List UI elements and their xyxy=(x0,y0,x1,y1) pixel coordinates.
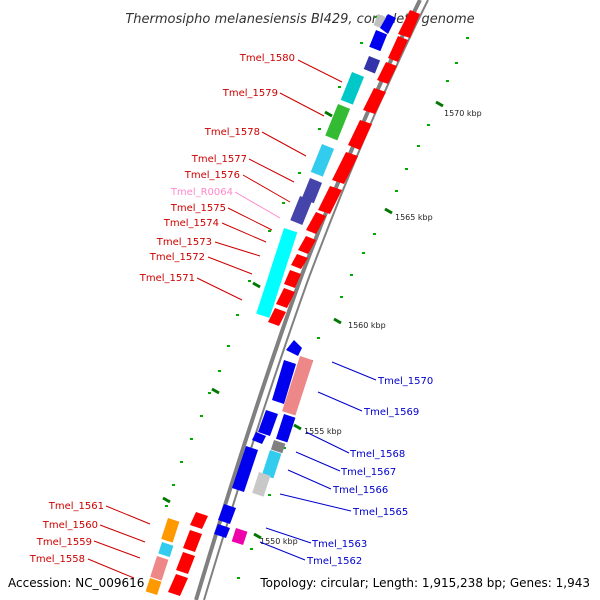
gene-label: Tmel_1578 xyxy=(204,127,260,138)
gene-label: Tmel_1577 xyxy=(191,154,247,165)
gene-label: Tmel_1572 xyxy=(149,252,205,263)
gene-label: Tmel_1559 xyxy=(36,537,92,548)
gene-arrow xyxy=(258,410,278,436)
genome-backbone xyxy=(194,0,429,600)
rna-gene-label: Tmel_R0064 xyxy=(170,187,233,198)
gene-label: Tmel_1568 xyxy=(349,449,405,460)
feature-track-forward xyxy=(145,13,390,596)
gene-arrow xyxy=(286,340,302,356)
gene-arrow xyxy=(318,186,342,214)
gene-label: Tmel_1574 xyxy=(163,218,219,229)
gene-arrow xyxy=(232,446,258,492)
feature-block xyxy=(231,528,248,546)
feature-block xyxy=(340,72,365,105)
gene-arrow xyxy=(398,10,420,38)
scale-label: 1555 kbp xyxy=(304,427,342,436)
gene-arrow xyxy=(252,432,266,444)
gene-label: Tmel_1570 xyxy=(377,376,433,387)
bottom-left-gene-labels: Tmel_1561 Tmel_1560 Tmel_1559 Tmel_1558 xyxy=(29,501,104,565)
feature-block xyxy=(158,542,174,558)
rna-leader-line xyxy=(234,191,281,219)
gene-arrow xyxy=(276,288,295,308)
forward-strand-genes xyxy=(168,10,420,596)
feature-block xyxy=(252,472,271,497)
gene-label: Tmel_1560 xyxy=(42,520,98,531)
feature-block xyxy=(282,356,314,416)
guide-rings xyxy=(165,16,469,579)
reverse-gene-labels: Tmel_1570 Tmel_1569 Tmel_1568 Tmel_1567 … xyxy=(306,376,433,567)
feature-block xyxy=(145,578,162,596)
gene-label: Tmel_1573 xyxy=(156,237,212,248)
feature-track-reverse xyxy=(231,356,314,546)
gene-arrow xyxy=(214,524,230,538)
gene-label: Tmel_1562 xyxy=(306,556,362,567)
scale-label: 1570 kbp xyxy=(444,109,482,118)
gene-label: Tmel_1579 xyxy=(222,88,278,99)
gene-label: Tmel_1558 xyxy=(29,554,85,565)
accession-text: Accession: NC_009616 xyxy=(8,576,144,590)
feature-block xyxy=(363,56,381,74)
gene-arrow xyxy=(291,254,308,269)
topology-summary: Topology: circular; Length: 1,915,238 bp… xyxy=(259,576,590,590)
forward-leader-lines xyxy=(87,59,343,579)
gene-label: Tmel_1575 xyxy=(170,203,226,214)
feature-block xyxy=(261,450,282,479)
gene-arrow xyxy=(348,120,372,150)
gene-arrow xyxy=(268,308,286,326)
feature-block xyxy=(161,518,180,543)
feature-block xyxy=(256,228,298,318)
scale-ticks xyxy=(162,100,444,540)
gene-arrow xyxy=(388,36,408,62)
gene-label: Tmel_1569 xyxy=(363,407,419,418)
gene-label: Tmel_1565 xyxy=(352,507,408,518)
reverse-leader-lines xyxy=(259,361,377,561)
feature-block xyxy=(270,440,286,454)
scale-label: 1560 kbp xyxy=(348,321,386,330)
gene-arrow xyxy=(363,88,386,114)
gene-arrow xyxy=(183,530,202,552)
gene-arrow xyxy=(380,14,396,34)
gene-label: Tmel_1566 xyxy=(332,485,388,496)
gene-arrow xyxy=(306,212,326,234)
gene-arrow xyxy=(190,512,208,529)
scale-label: 1550 kbp xyxy=(260,537,298,546)
feature-block xyxy=(275,414,296,443)
feature-block xyxy=(290,196,313,225)
gene-label: Tmel_1563 xyxy=(311,539,367,550)
gene-label: Tmel_1571 xyxy=(139,273,195,284)
gene-arrow xyxy=(332,152,358,184)
gene-arrow xyxy=(218,504,236,524)
gene-arrow xyxy=(284,270,301,288)
map-title: Thermosipho melanesiensis BI429, complet… xyxy=(125,12,474,27)
reverse-strand-genes xyxy=(214,14,396,538)
feature-block xyxy=(369,29,388,52)
gene-arrow xyxy=(272,360,296,404)
gene-arrow xyxy=(176,552,195,574)
feature-block xyxy=(325,104,351,141)
gene-label: Tmel_1567 xyxy=(340,467,396,478)
gene-arrow xyxy=(168,574,188,596)
feature-block xyxy=(310,144,335,177)
gene-arrow xyxy=(298,236,316,254)
gene-label: Tmel_1561 xyxy=(48,501,104,512)
gene-label: Tmel_1580 xyxy=(239,53,295,64)
gene-label: Tmel_1576 xyxy=(184,170,240,181)
forward-gene-labels: Tmel_1580 Tmel_1579 Tmel_1578 Tmel_1577 … xyxy=(139,53,295,284)
gene-arrow xyxy=(377,62,397,84)
scale-label: 1565 kbp xyxy=(395,213,433,222)
feature-block xyxy=(150,556,169,581)
feature-block xyxy=(301,178,323,204)
